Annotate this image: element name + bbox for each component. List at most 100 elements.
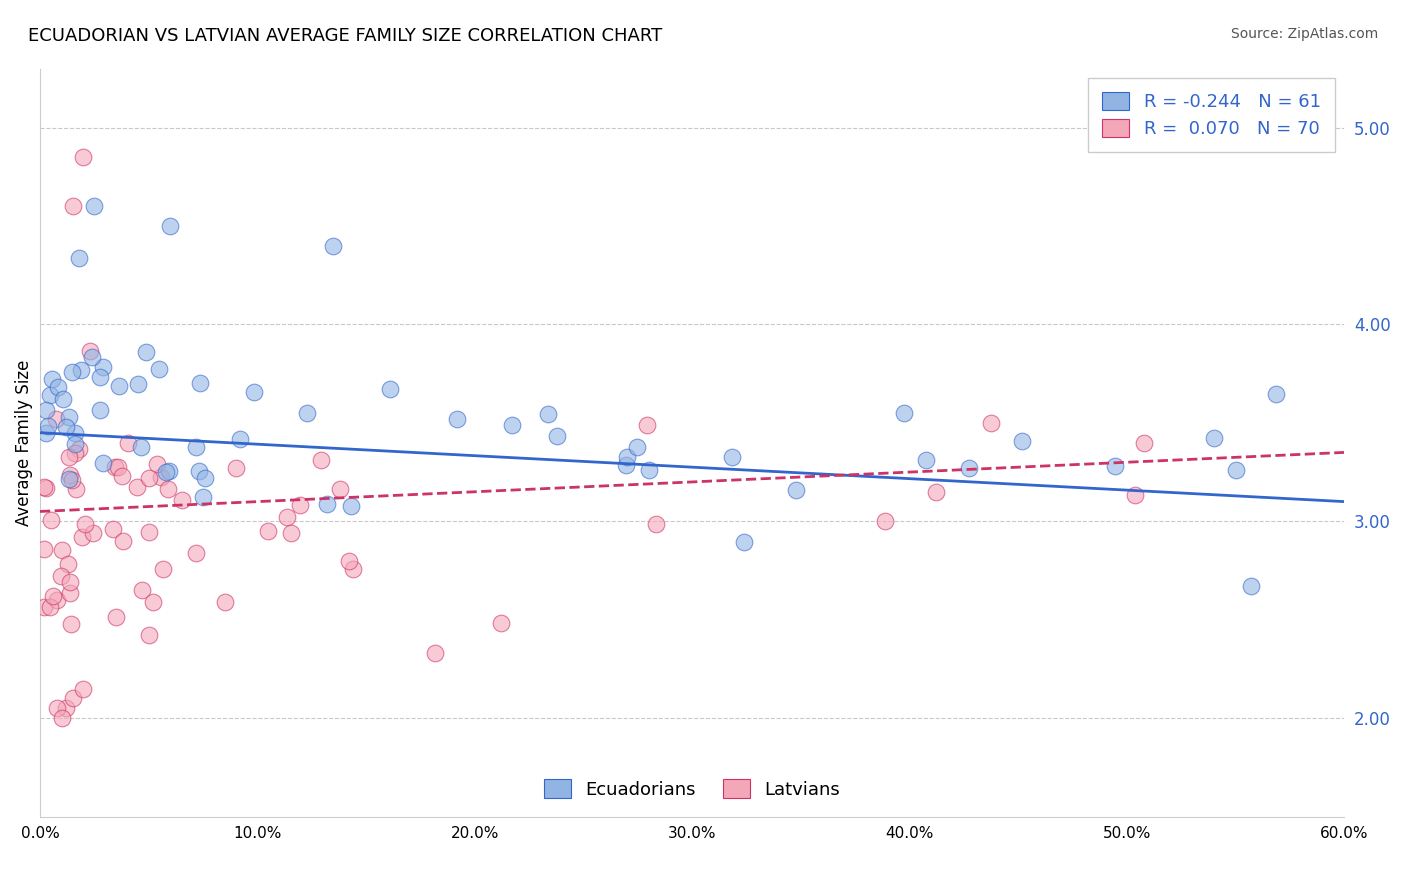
Point — [127, 480, 149, 494]
Point — [60, 617, 83, 632]
Point — [721, 450, 744, 464]
Point — [75, 516, 97, 531]
Point — [316, 497, 339, 511]
Point — [34, 542, 56, 557]
Point — [91, 457, 114, 471]
Point — [322, 238, 344, 252]
Point — [62, 691, 84, 706]
Point — [138, 471, 160, 485]
Point — [616, 450, 638, 464]
Point — [925, 485, 948, 500]
Point — [70, 363, 93, 377]
Point — [70, 530, 93, 544]
Point — [191, 490, 214, 504]
Point — [546, 429, 568, 443]
Point — [104, 609, 127, 624]
Point — [108, 379, 131, 393]
Point — [56, 557, 79, 571]
Point — [614, 458, 637, 472]
Point — [329, 483, 352, 497]
Point — [55, 701, 77, 715]
Point — [193, 471, 215, 485]
Point — [915, 452, 938, 467]
Point — [280, 525, 302, 540]
Point — [60, 473, 83, 487]
Point — [62, 366, 84, 380]
Point — [1264, 386, 1286, 401]
Point — [45, 412, 67, 426]
Point — [35, 426, 58, 441]
Point — [65, 483, 87, 497]
Point — [339, 499, 361, 513]
Point — [58, 472, 80, 486]
Point — [187, 463, 209, 477]
Point — [1202, 431, 1225, 445]
Point — [229, 432, 252, 446]
Point — [138, 524, 160, 539]
Point — [104, 459, 127, 474]
Point — [146, 458, 169, 472]
Point — [148, 362, 170, 376]
Point — [288, 498, 311, 512]
Point — [188, 376, 211, 391]
Point — [276, 509, 298, 524]
Point — [138, 628, 160, 642]
Point — [644, 516, 666, 531]
Point — [156, 482, 179, 496]
Point — [1011, 434, 1033, 448]
Point — [337, 554, 360, 568]
Point — [59, 586, 82, 600]
Point — [1240, 579, 1263, 593]
Point — [157, 464, 180, 478]
Point — [51, 542, 73, 557]
Text: ECUADORIAN VS LATVIAN AVERAGE FAMILY SIZE CORRELATION CHART: ECUADORIAN VS LATVIAN AVERAGE FAMILY SIZ… — [28, 27, 662, 45]
Point — [873, 514, 896, 528]
Point — [893, 406, 915, 420]
Point — [63, 425, 86, 440]
Point — [52, 392, 75, 406]
Point — [59, 468, 82, 483]
Point — [117, 436, 139, 450]
Point — [107, 459, 129, 474]
Point — [135, 345, 157, 359]
Point — [101, 522, 124, 536]
Point — [34, 481, 56, 495]
Point — [89, 369, 111, 384]
Legend: Ecuadorians, Latvians: Ecuadorians, Latvians — [534, 770, 849, 807]
Point — [58, 410, 80, 425]
Point — [79, 344, 101, 359]
Point — [225, 461, 247, 475]
Point — [127, 377, 149, 392]
Point — [46, 701, 69, 715]
Point — [1133, 436, 1156, 450]
Point — [55, 420, 77, 434]
Point — [62, 199, 84, 213]
Point — [1225, 462, 1247, 476]
Point — [1104, 459, 1126, 474]
Point — [131, 582, 153, 597]
Point — [491, 615, 513, 630]
Point — [63, 437, 86, 451]
Point — [46, 593, 69, 607]
Point — [378, 382, 401, 396]
Point — [636, 418, 658, 433]
Point — [91, 359, 114, 374]
Point — [42, 590, 65, 604]
Point — [37, 419, 59, 434]
Point — [980, 417, 1002, 431]
Point — [957, 460, 980, 475]
Point — [342, 562, 364, 576]
Point — [65, 445, 87, 459]
Point — [638, 463, 661, 477]
Point — [423, 647, 446, 661]
Point — [35, 403, 58, 417]
Point — [82, 526, 104, 541]
Point — [67, 442, 90, 456]
Point — [51, 711, 73, 725]
Point — [243, 384, 266, 399]
Point — [155, 465, 177, 479]
Point — [39, 513, 62, 527]
Point — [111, 469, 134, 483]
Point — [72, 681, 94, 696]
Point — [39, 387, 62, 401]
